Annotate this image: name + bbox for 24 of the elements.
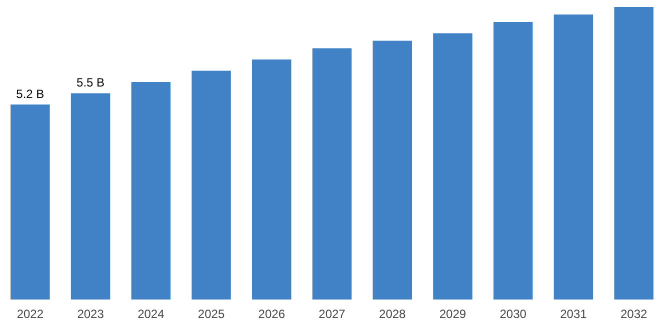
x-tick-label: 2023 <box>77 307 104 322</box>
bar <box>493 22 533 300</box>
bar <box>372 40 412 300</box>
bar <box>614 7 654 300</box>
x-tick-label: 2027 <box>318 307 346 322</box>
x-tick-label: 2029 <box>439 307 466 322</box>
bar <box>10 104 50 300</box>
bar <box>252 60 292 300</box>
bar <box>192 70 231 300</box>
x-tick-label: 2030 <box>500 307 527 322</box>
x-tick-label: 2032 <box>620 307 648 322</box>
data-label: 5.2 B <box>16 86 44 101</box>
x-tick-label: 2028 <box>379 307 406 322</box>
bar <box>554 14 594 300</box>
x-tick-label: 2024 <box>138 307 165 322</box>
x-tick-label: 2025 <box>198 307 225 322</box>
bar <box>433 33 472 300</box>
data-label: 5.5 B <box>76 76 105 90</box>
bar <box>70 93 110 300</box>
bar <box>312 48 352 300</box>
x-tick-label: 2031 <box>560 307 588 322</box>
bar <box>131 82 171 300</box>
x-tick-label: 2026 <box>258 307 286 322</box>
x-tick-label: 2022 <box>16 307 44 322</box>
